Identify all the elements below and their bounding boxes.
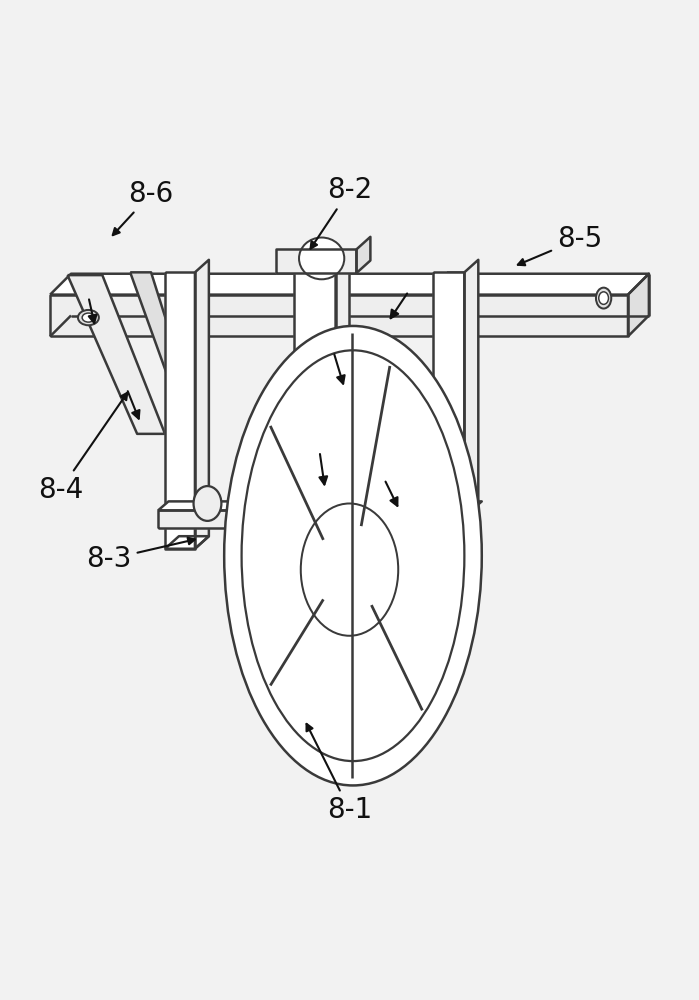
Polygon shape xyxy=(165,272,195,549)
Polygon shape xyxy=(628,274,649,336)
Polygon shape xyxy=(294,439,350,451)
Ellipse shape xyxy=(599,292,609,304)
Text: 8-1: 8-1 xyxy=(307,724,372,824)
Ellipse shape xyxy=(299,238,345,279)
Polygon shape xyxy=(158,501,244,510)
Polygon shape xyxy=(464,260,478,549)
Text: 8-2: 8-2 xyxy=(310,176,372,249)
Polygon shape xyxy=(276,249,356,273)
Text: 8-4: 8-4 xyxy=(38,393,127,504)
Text: 8-3: 8-3 xyxy=(87,538,195,573)
Text: 8-6: 8-6 xyxy=(113,180,174,235)
Ellipse shape xyxy=(301,503,398,636)
Polygon shape xyxy=(158,510,233,528)
Ellipse shape xyxy=(78,310,99,325)
Polygon shape xyxy=(356,237,370,273)
Ellipse shape xyxy=(194,486,222,521)
Polygon shape xyxy=(426,510,471,528)
Text: 8-5: 8-5 xyxy=(518,225,602,265)
Ellipse shape xyxy=(224,326,482,785)
Ellipse shape xyxy=(596,288,612,309)
Polygon shape xyxy=(433,272,468,434)
Polygon shape xyxy=(433,272,464,549)
Ellipse shape xyxy=(82,313,94,322)
Polygon shape xyxy=(50,274,649,295)
Polygon shape xyxy=(433,536,478,549)
Polygon shape xyxy=(165,536,209,549)
Polygon shape xyxy=(130,272,200,427)
Polygon shape xyxy=(294,272,336,451)
Polygon shape xyxy=(195,260,209,549)
Ellipse shape xyxy=(242,350,464,761)
Polygon shape xyxy=(336,260,350,451)
Polygon shape xyxy=(68,275,165,434)
Polygon shape xyxy=(426,501,482,510)
Polygon shape xyxy=(50,295,628,336)
